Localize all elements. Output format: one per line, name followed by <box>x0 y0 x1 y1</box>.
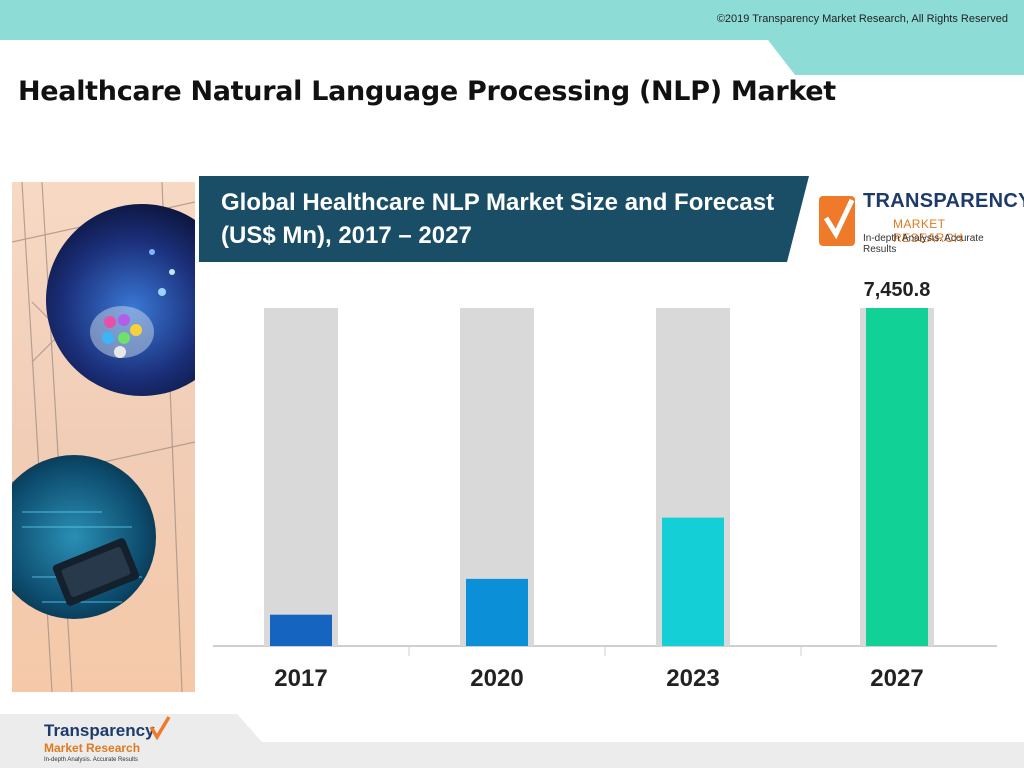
footer-checkmark-icon <box>149 716 171 741</box>
chart-title-line-1: Global Healthcare NLP Market Size and Fo… <box>221 189 775 216</box>
checkmark-logo-icon <box>819 196 855 246</box>
decorative-image-panel <box>12 182 195 692</box>
bar-chart: Global Healthcare NLP Market Size and Fo… <box>199 176 1024 710</box>
footer-logo-tagline: In-depth Analysis. Accurate Results <box>44 757 139 763</box>
chart-title: Global Healthcare NLP Market Size and Fo… <box>221 186 774 252</box>
brand-logo: TRANSPARENCY MARKET RESEARCH In-depth An… <box>815 186 1024 255</box>
x-tick-label-2020: 2020 <box>470 665 523 692</box>
chart-plot: 2017 2020 2023 2027 7,450.8 <box>213 279 997 692</box>
bar-2023 <box>662 517 724 646</box>
header-band <box>0 0 1024 75</box>
chart-title-line-2: (US$ Mn), 2017 – 2027 <box>221 222 472 249</box>
bar-2017 <box>270 614 332 646</box>
footer-logo-name: Transparency <box>44 721 155 740</box>
microchip-icon <box>52 538 140 606</box>
fiber-cable-icon <box>90 249 175 358</box>
footer-logo-subtitle: Market Research <box>44 741 141 755</box>
bar-2027 <box>866 308 928 646</box>
brand-tagline: In-depth Analysis. Accurate Results <box>863 233 984 255</box>
x-tick-label-2027: 2027 <box>870 665 923 692</box>
brand-name: TRANSPARENCY <box>863 190 1024 212</box>
brand-subtitle: MARKET RESEARCH <box>893 217 963 245</box>
footer-logo: Transparency Market Research In-depth An… <box>44 715 174 765</box>
x-tick-label-2017: 2017 <box>274 665 327 692</box>
fiber-optic-image <box>46 204 195 396</box>
bar-2020 <box>466 578 528 646</box>
copyright-notice: ©2019 Transparency Market Research, All … <box>716 13 1008 25</box>
data-label-2027: 7,450.8 <box>864 279 931 301</box>
footer-band <box>0 714 1024 768</box>
bar-track <box>264 308 338 646</box>
x-tick-label-2023: 2023 <box>666 665 719 692</box>
page-title: Healthcare Natural Language Processing (… <box>18 76 836 107</box>
chart-header-band <box>199 176 809 262</box>
